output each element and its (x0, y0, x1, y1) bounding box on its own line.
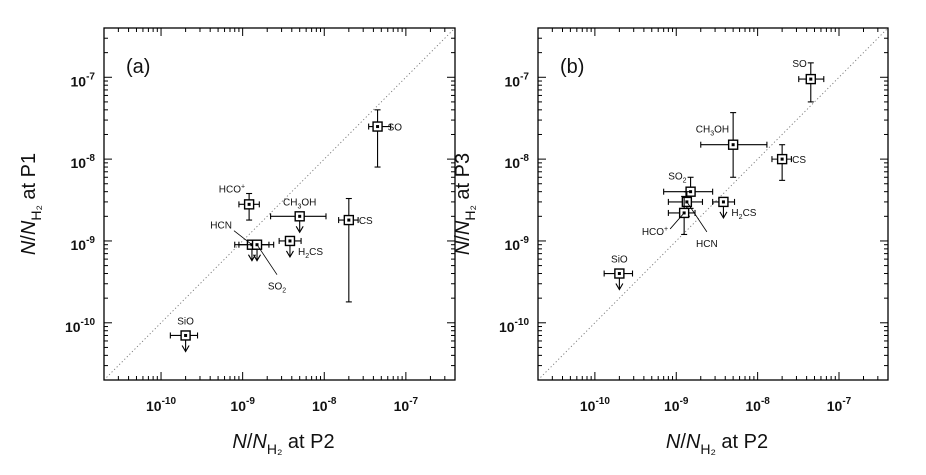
point-label: H2​CS (731, 208, 756, 221)
ticks (103, 27, 456, 381)
point-label: HCO+​ (219, 183, 245, 195)
upper-limit-arrowhead (295, 226, 304, 234)
y-tick-label: 10-10 (65, 317, 95, 335)
x-tick-label: 10-10 (146, 396, 176, 414)
data-point-hcn: HCN (667, 191, 718, 250)
marker-center (247, 202, 251, 206)
marker-center (184, 333, 188, 337)
panel-b: 10-10 10-9 10-8 10-7 10-10 10-9 10-8 10-7 N/NH₂​… (452, 27, 889, 457)
upper-limit-arrowhead (253, 254, 261, 262)
x-axis-label: N/NH₂​ at P2 (666, 431, 768, 457)
point-label: CH3​OH (696, 125, 729, 138)
point-label: SO (792, 59, 807, 70)
leader-line (669, 212, 685, 230)
point-label: SO (388, 123, 403, 134)
x-tick-label: 10-7 (394, 396, 419, 414)
y-axis-label: N/NH₂​ at P3 (452, 153, 478, 255)
point-label: H2​CS (298, 247, 323, 260)
y-tick-label: 10-7 (71, 71, 96, 89)
panel-label: (a) (126, 56, 150, 78)
y-tick-label: 10-8 (505, 153, 530, 171)
data-point-ch3oh: CH3​OH (270, 197, 327, 234)
panel-a: 10-10 10-9 10-8 10-7 10-10 10-9 10-8 10-7 N/NH₂​… (18, 27, 456, 457)
data-point-so2: SO2​ (238, 239, 286, 295)
marker-center (809, 77, 813, 81)
data-point-so: SO (368, 109, 403, 168)
x-tick-label: 10-7 (827, 396, 852, 414)
point-label: SO2​ (268, 282, 286, 295)
marker-center (298, 214, 302, 218)
y-tick-label: 10-7 (505, 71, 530, 89)
point-label: SiO (177, 316, 194, 327)
diagonal-line (103, 27, 456, 381)
marker-center (731, 143, 735, 147)
data-point-hco: HCO+​ (219, 183, 260, 221)
ticks (537, 27, 889, 381)
x-axis-label: N/NH₂​ at P2 (232, 431, 334, 457)
data-point-sio: SiO (169, 316, 199, 353)
upper-limit-arrowhead (719, 211, 728, 219)
marker-center (376, 125, 380, 129)
point-label: HCO+​ (642, 226, 668, 238)
x-tick-label: 10-9 (230, 396, 255, 414)
leader-line (233, 230, 253, 246)
x-tick-label: 10-10 (580, 396, 610, 414)
point-label: SO2​ (668, 172, 686, 185)
x-tick-label: 10-8 (312, 396, 337, 414)
data-point-sio: SiO (603, 255, 634, 291)
marker-center (617, 272, 621, 276)
leader-line (256, 244, 278, 275)
y-tick-label: 10-9 (71, 235, 96, 253)
y-tick-label: 10-9 (505, 235, 530, 253)
data-point-hco: HCO+​ (642, 195, 696, 238)
data-point-h2cs: H2​CS (712, 196, 757, 221)
leader-line (686, 201, 708, 233)
data-point-ch3oh: CH3​OH (696, 112, 768, 178)
point-label: CS (792, 155, 806, 166)
marker-center (689, 190, 693, 194)
upper-limit-arrowhead (285, 250, 294, 259)
marker-center (347, 218, 351, 222)
panel-label: (b) (560, 56, 584, 78)
data-point-so: SO (792, 59, 825, 103)
upper-limit-arrowhead (181, 345, 190, 353)
marker-center (780, 157, 784, 161)
plot-frame (103, 27, 456, 381)
point-label: CS (359, 216, 373, 227)
point-label: HCN (210, 221, 232, 232)
upper-limit-arrowhead (615, 283, 624, 291)
x-tick-label: 10-9 (664, 396, 689, 414)
y-axis-label: N/NH₂​ at P1 (18, 153, 44, 255)
marker-center (288, 239, 292, 243)
data-point-cs: CS (338, 197, 373, 303)
y-tick-label: 10-8 (71, 153, 96, 171)
plot-frame (537, 27, 889, 381)
data-point-h2cs: H2​CS (278, 235, 323, 260)
point-label: SiO (611, 255, 628, 266)
point-label: CH3​OH (283, 197, 316, 210)
point-label: HCN (696, 239, 718, 250)
y-tick-label: 10-10 (499, 317, 529, 335)
marker-center (721, 200, 725, 204)
data-point-cs: CS (771, 144, 806, 181)
x-tick-label: 10-8 (745, 396, 770, 414)
